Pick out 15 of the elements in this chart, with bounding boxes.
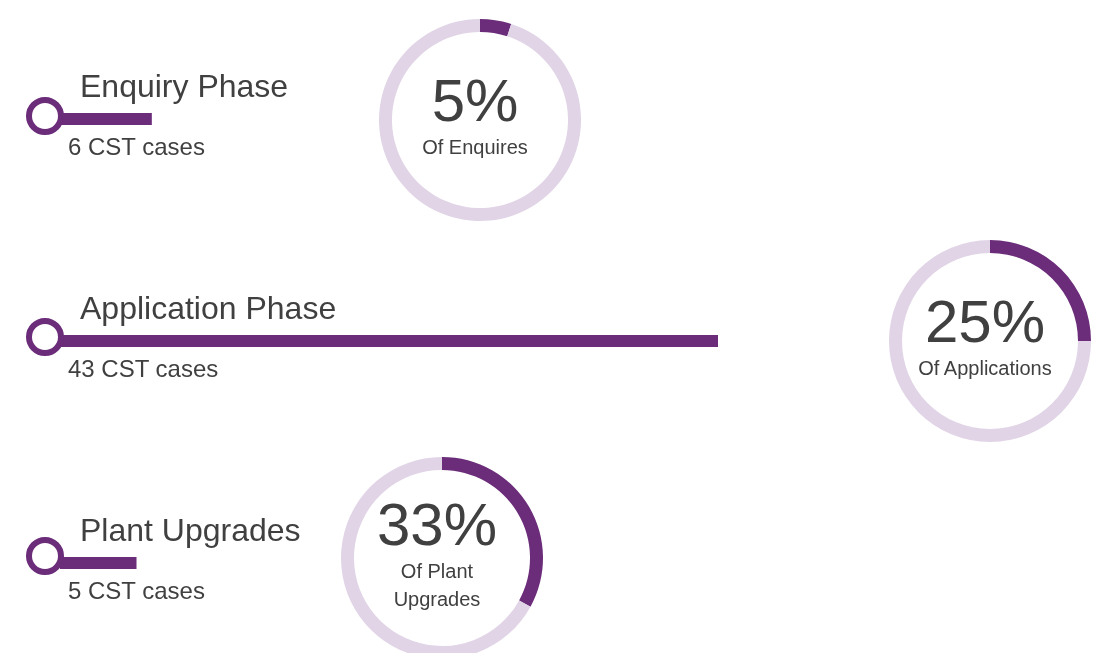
data-label: 5% [431, 67, 519, 134]
text: Of Applications [918, 356, 1052, 381]
data-label: 33% [376, 491, 498, 558]
text: Of Plant Upgrades [393, 559, 481, 612]
donut-slice [889, 240, 1091, 442]
y-tick-label: Enquiry Phase [80, 68, 289, 104]
data-label: 6 CST cases [68, 133, 205, 160]
data-label: 25% [924, 288, 1046, 355]
y-tick-label: Plant Upgrades [80, 512, 301, 548]
donut-slice [480, 19, 512, 37]
data-label: 5 CST cases [68, 577, 205, 604]
data-label: 43 CST cases [68, 355, 219, 382]
text: Of Enquires [422, 135, 528, 160]
y-tick-label: Application Phase [80, 290, 337, 326]
donut-slice [379, 19, 581, 221]
